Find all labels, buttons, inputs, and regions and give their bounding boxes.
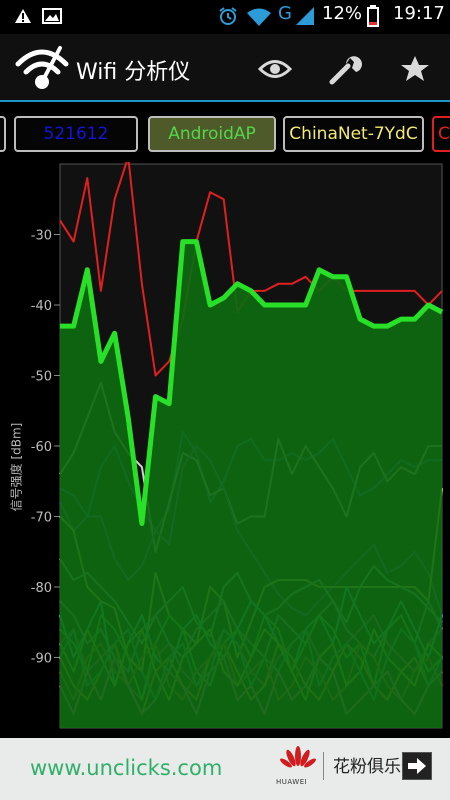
ad-open-button[interactable] (402, 752, 432, 780)
y-tick-label: -70 (31, 511, 52, 526)
ssid-tab-strip: 521612 AndroidAP ChinaNet-7YdC C (0, 104, 450, 162)
ad-divider (323, 752, 324, 780)
y-tick-label: -50 (31, 370, 52, 385)
y-axis-label-box: 信号强度 [dBm] (6, 387, 26, 547)
signal-icon (296, 7, 314, 25)
tab-ssid-chinanet-7ydc[interactable]: ChinaNet-7YdC (283, 116, 424, 152)
series-line-androidap (60, 239, 444, 526)
clock: 19:17 (393, 3, 445, 24)
tab-label: 521612 (43, 124, 109, 144)
tab-label: AndroidAP (168, 124, 256, 144)
y-axis-label: 信号强度 [dBm] (9, 422, 24, 512)
y-tick-label: -30 (31, 229, 52, 244)
y-tick-label: -40 (31, 299, 52, 314)
star-icon[interactable] (400, 54, 430, 84)
eye-icon[interactable] (258, 58, 292, 80)
ad-url[interactable]: www.unclicks.com (30, 756, 223, 780)
tab-ssid-hidden[interactable] (0, 116, 6, 152)
y-tick-label: -60 (31, 440, 52, 455)
network-type: G (278, 3, 292, 24)
huawei-brand-text: HUAWEI (276, 778, 308, 786)
wifi-logo-icon (15, 46, 69, 89)
app-title: Wifi 分析仪 (76, 60, 191, 85)
arrow-right-icon (408, 758, 426, 774)
chart-svg: -30 -40 -50 -60 -70 -80 -90 (31, 162, 444, 729)
image-icon (42, 8, 62, 24)
club-text: 花粉俱乐部 (333, 757, 418, 777)
tab-label: C (438, 124, 450, 144)
ad-banner[interactable]: www.unclicks.com HUAWEI 花粉俱乐部 (0, 738, 450, 800)
warning-icon (15, 9, 31, 23)
battery-percent: 12% (322, 3, 363, 24)
alarm-icon (219, 7, 237, 25)
wifi-icon (247, 8, 271, 26)
battery-icon (367, 5, 379, 27)
tab-label: ChinaNet-7YdC (289, 124, 418, 144)
y-tick-label: -80 (31, 581, 52, 596)
tab-ssid-521612[interactable]: 521612 (14, 116, 138, 152)
huawei-logo-icon (280, 746, 316, 768)
series-fill-androidap (60, 241, 442, 728)
action-bar: Wifi 分析仪 (0, 34, 450, 102)
status-bar: G 12% 19:17 (0, 0, 450, 34)
tab-ssid-c[interactable]: C (432, 116, 450, 152)
tab-ssid-androidap[interactable]: AndroidAP (148, 116, 276, 152)
y-tick-label: -90 (31, 652, 52, 667)
signal-strength-chart: -30 -40 -50 -60 -70 -80 -90 信号强度 [dBm] (0, 162, 450, 738)
wrench-icon[interactable] (328, 52, 362, 86)
